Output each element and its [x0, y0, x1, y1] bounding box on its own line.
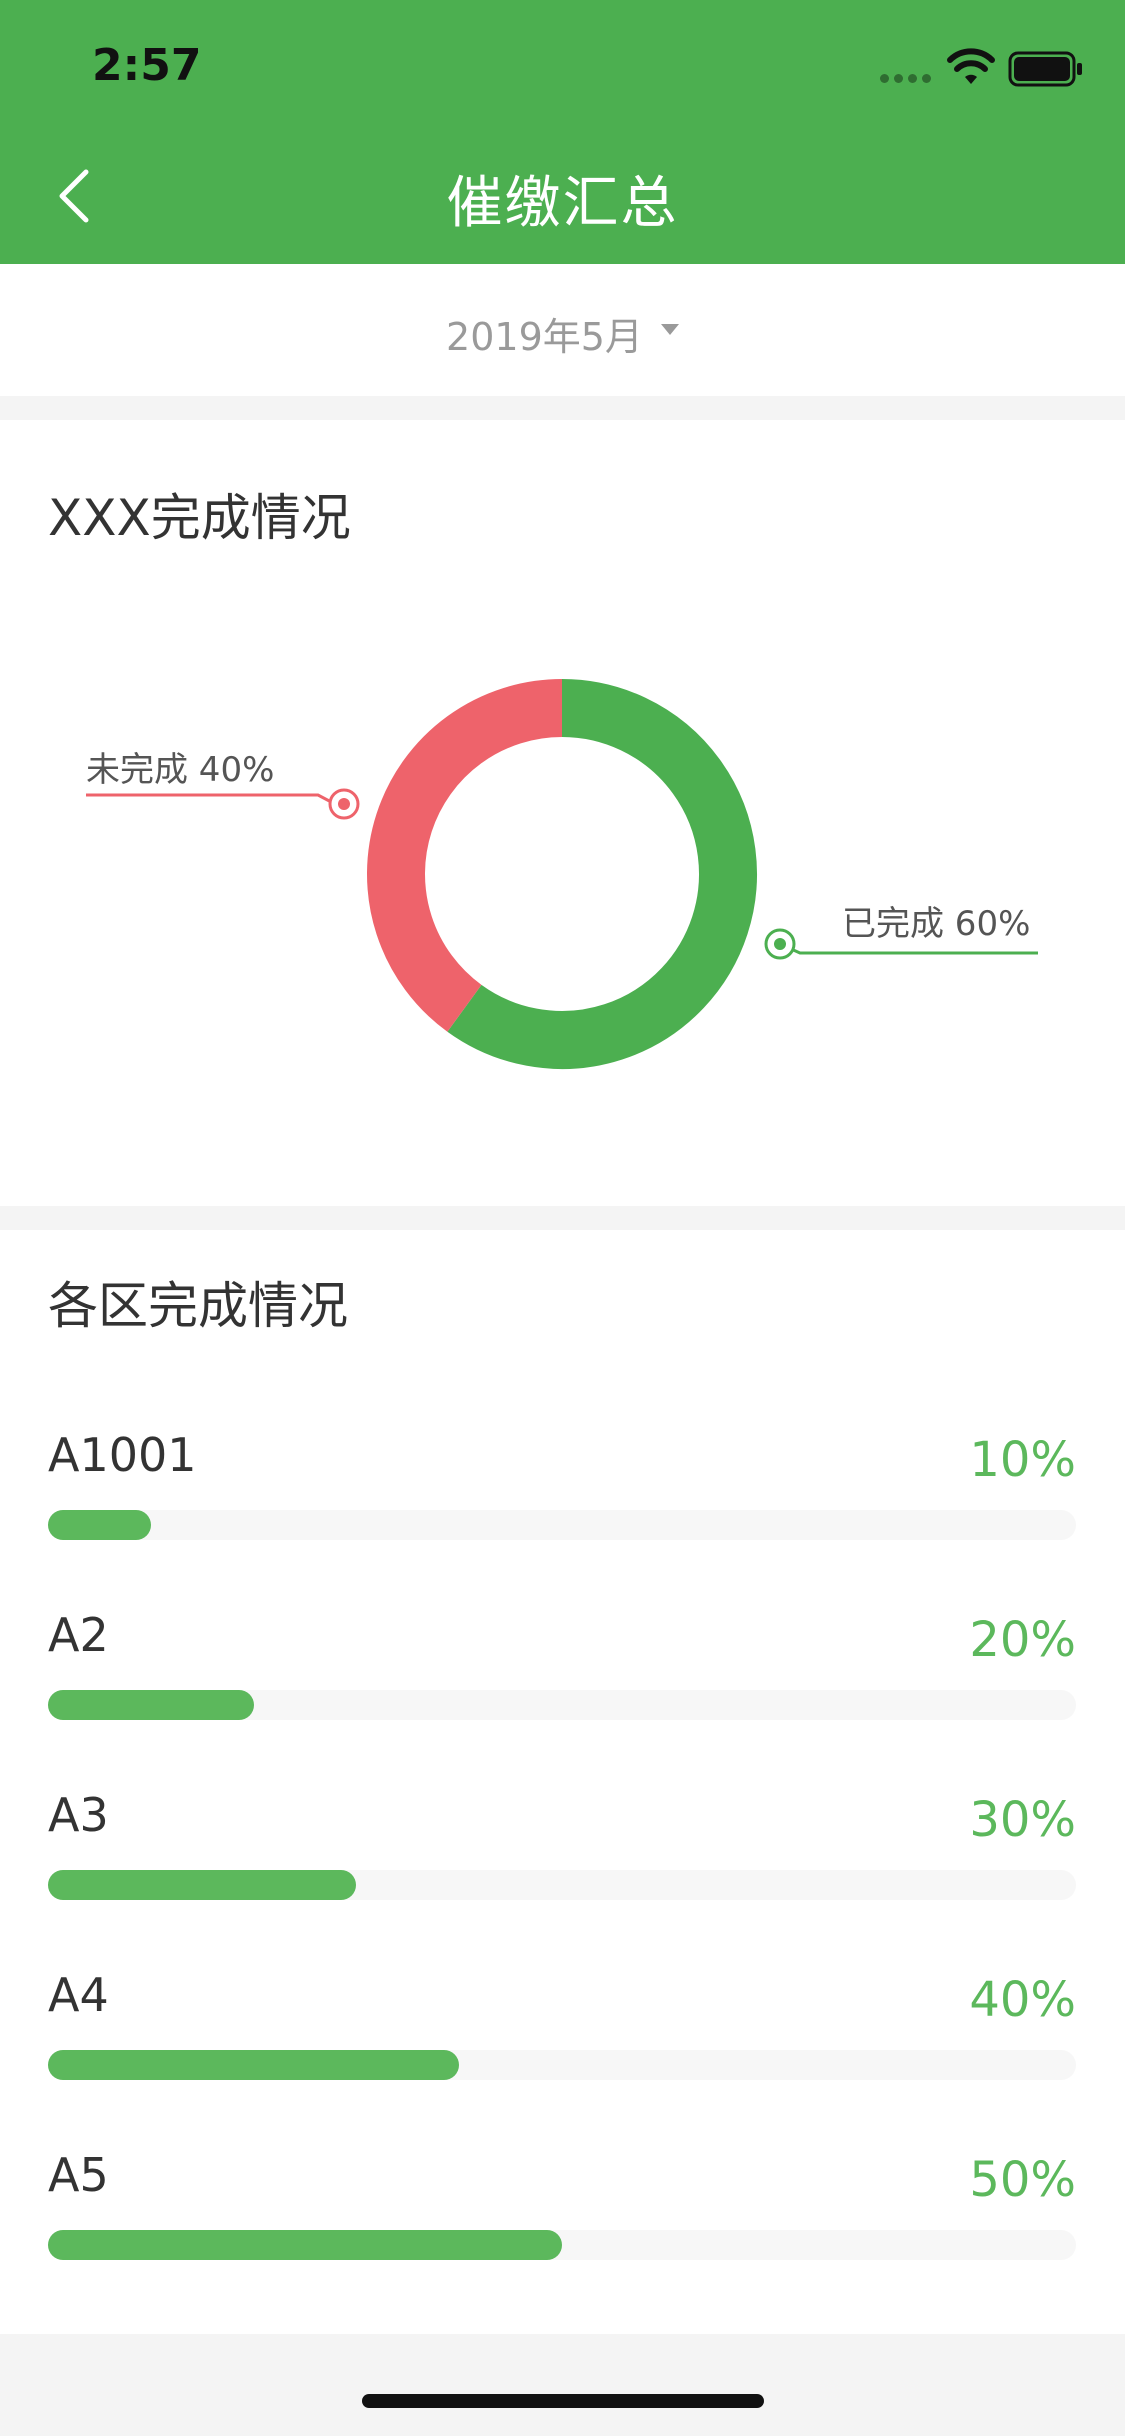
finished-leader-line: [764, 928, 1038, 960]
date-selector[interactable]: 2019年5月: [0, 306, 1125, 361]
region-row: A2 20%: [48, 1608, 1076, 1758]
region-name: A5: [48, 2148, 109, 2202]
region-percent: 40%: [969, 1972, 1076, 2028]
cellular-signal-icon: [880, 74, 934, 84]
region-name: A3: [48, 1788, 109, 1842]
region-percent: 10%: [969, 1432, 1076, 1488]
status-time: 2:57: [92, 40, 202, 91]
unfinished-leader-line: [86, 788, 360, 820]
progress-track: [48, 2230, 1076, 2260]
battery-icon: [1008, 51, 1082, 87]
date-filter-bar: 2019年5月: [0, 264, 1125, 396]
app-header: 2:57 催缴汇总: [0, 0, 1125, 264]
progress-track: [48, 1690, 1076, 1720]
regions-card: 各区完成情况 A1001 10% A2 20% A3 30% A4 40% A5 50%: [0, 1230, 1125, 2334]
progress-track: [48, 1870, 1076, 1900]
unfinished-label: 未完成 40%: [86, 750, 275, 790]
progress-fill: [48, 2230, 562, 2260]
region-percent: 30%: [969, 1792, 1076, 1848]
regions-title: 各区完成情况: [48, 1277, 348, 1335]
region-name: A4: [48, 1968, 109, 2022]
wifi-icon: [947, 48, 995, 84]
progress-fill: [48, 1510, 151, 1540]
page-title: 催缴汇总: [446, 171, 679, 236]
progress-fill: [48, 1690, 254, 1720]
progress-fill: [48, 2050, 460, 2080]
region-name: A2: [48, 1608, 109, 1662]
region-name: A1001: [48, 1428, 197, 1482]
region-percent: 20%: [969, 1612, 1076, 1668]
finished-label: 已完成 60%: [842, 904, 1031, 944]
region-row: A1001 10%: [48, 1428, 1076, 1578]
region-row: A5 50%: [48, 2148, 1076, 2298]
region-percent: 50%: [969, 2152, 1076, 2208]
progress-track: [48, 2050, 1076, 2080]
region-row: A3 30%: [48, 1788, 1076, 1938]
progress-fill: [48, 1870, 357, 1900]
donut-slice-finished: [447, 679, 757, 1069]
region-row: A4 40%: [48, 1968, 1076, 2118]
date-selector-label: 2019年5月: [446, 315, 643, 359]
home-indicator[interactable]: [362, 2394, 764, 2408]
back-button[interactable]: [44, 160, 104, 230]
progress-track: [48, 1510, 1076, 1540]
donut-slice-unfinished: [367, 679, 563, 1032]
completion-donut-chart: [86, 679, 1038, 1069]
overview-card: XXX完成情况 未完成 40% 已完成 60%: [0, 420, 1125, 1206]
overview-title: XXX完成情况: [48, 489, 351, 547]
caret-down-icon: [660, 324, 679, 335]
